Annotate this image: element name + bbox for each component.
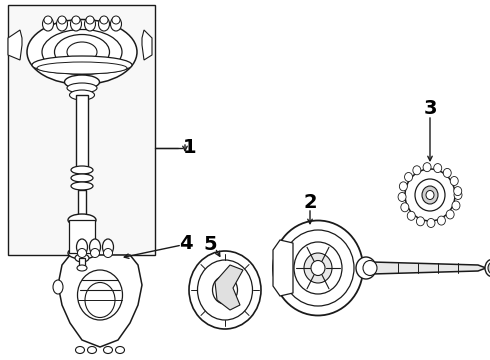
Ellipse shape <box>311 261 325 275</box>
Ellipse shape <box>189 251 261 329</box>
Ellipse shape <box>407 211 415 220</box>
Ellipse shape <box>65 75 99 89</box>
Ellipse shape <box>58 16 66 24</box>
Ellipse shape <box>398 193 406 202</box>
Text: 4: 4 <box>179 234 193 252</box>
Ellipse shape <box>77 270 122 320</box>
Ellipse shape <box>438 216 445 225</box>
Ellipse shape <box>446 210 454 219</box>
Ellipse shape <box>53 280 63 294</box>
Ellipse shape <box>84 17 96 31</box>
Ellipse shape <box>71 182 93 190</box>
Polygon shape <box>215 265 243 310</box>
Ellipse shape <box>423 163 431 172</box>
Text: 3: 3 <box>423 99 437 117</box>
Ellipse shape <box>32 56 132 74</box>
Ellipse shape <box>91 248 99 257</box>
Polygon shape <box>372 262 486 274</box>
Ellipse shape <box>488 262 490 274</box>
Ellipse shape <box>294 242 342 294</box>
Ellipse shape <box>454 190 462 199</box>
Ellipse shape <box>405 172 413 181</box>
Ellipse shape <box>71 174 93 182</box>
Ellipse shape <box>100 16 108 24</box>
Ellipse shape <box>68 214 96 226</box>
Bar <box>69 220 95 253</box>
Ellipse shape <box>454 186 462 195</box>
Ellipse shape <box>102 239 114 255</box>
Ellipse shape <box>416 217 424 226</box>
Ellipse shape <box>43 17 53 31</box>
Ellipse shape <box>112 16 120 24</box>
Ellipse shape <box>67 83 97 93</box>
Text: 5: 5 <box>203 234 217 253</box>
Ellipse shape <box>88 346 97 354</box>
Ellipse shape <box>44 16 52 24</box>
Ellipse shape <box>77 265 87 271</box>
Ellipse shape <box>68 247 96 259</box>
Ellipse shape <box>71 166 93 174</box>
Ellipse shape <box>70 90 95 100</box>
Text: 2: 2 <box>303 193 317 212</box>
Ellipse shape <box>111 17 122 31</box>
Ellipse shape <box>422 186 438 204</box>
Polygon shape <box>8 30 22 60</box>
Ellipse shape <box>443 168 451 177</box>
Ellipse shape <box>86 16 94 24</box>
Ellipse shape <box>77 248 87 257</box>
Ellipse shape <box>56 17 68 31</box>
Ellipse shape <box>434 163 441 172</box>
Ellipse shape <box>363 261 377 275</box>
Ellipse shape <box>37 62 127 74</box>
Ellipse shape <box>98 17 109 31</box>
Ellipse shape <box>75 254 89 262</box>
Ellipse shape <box>27 19 137 85</box>
Ellipse shape <box>85 283 115 318</box>
Ellipse shape <box>450 176 458 185</box>
Ellipse shape <box>304 253 332 283</box>
Ellipse shape <box>452 201 460 210</box>
Ellipse shape <box>399 182 407 191</box>
Bar <box>8 5 155 255</box>
Bar <box>76 95 88 175</box>
Ellipse shape <box>218 282 232 298</box>
Ellipse shape <box>72 16 80 24</box>
Bar <box>79 258 85 268</box>
Ellipse shape <box>71 17 81 31</box>
Ellipse shape <box>197 260 252 320</box>
Polygon shape <box>58 255 142 347</box>
Ellipse shape <box>90 239 100 255</box>
Polygon shape <box>273 240 293 296</box>
Polygon shape <box>142 30 152 60</box>
Ellipse shape <box>401 203 409 212</box>
Ellipse shape <box>54 35 109 69</box>
Ellipse shape <box>426 190 434 199</box>
Bar <box>78 190 86 220</box>
Ellipse shape <box>42 30 122 75</box>
Ellipse shape <box>76 239 88 255</box>
Ellipse shape <box>103 346 113 354</box>
Ellipse shape <box>116 346 124 354</box>
Ellipse shape <box>282 230 354 306</box>
Ellipse shape <box>485 259 490 277</box>
Ellipse shape <box>75 346 84 354</box>
Ellipse shape <box>413 166 421 175</box>
Text: 1: 1 <box>183 138 197 157</box>
Ellipse shape <box>427 219 435 228</box>
Ellipse shape <box>67 42 97 62</box>
Ellipse shape <box>213 276 238 304</box>
Ellipse shape <box>356 257 376 279</box>
Ellipse shape <box>415 179 445 211</box>
Ellipse shape <box>103 248 113 257</box>
Ellipse shape <box>405 169 455 221</box>
Ellipse shape <box>273 220 363 315</box>
